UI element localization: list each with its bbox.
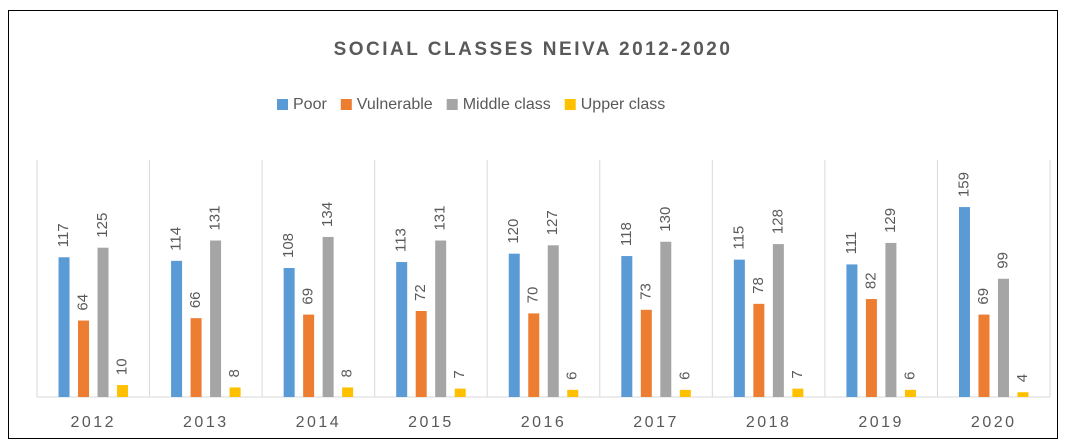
bar <box>865 299 877 397</box>
bar <box>1017 392 1029 397</box>
bar <box>997 278 1009 397</box>
data-label: 8 <box>339 369 356 377</box>
data-label: 120 <box>505 219 522 244</box>
data-label: 10 <box>113 358 130 375</box>
bar <box>978 314 990 397</box>
bar <box>640 309 652 397</box>
bar <box>679 389 691 397</box>
bar <box>528 313 540 397</box>
legend-swatch <box>446 99 458 110</box>
data-label: 72 <box>412 284 429 301</box>
data-label: 118 <box>618 222 635 246</box>
data-label: 6 <box>676 371 693 379</box>
bar <box>733 259 745 397</box>
bar <box>415 311 427 397</box>
data-label: 127 <box>544 210 561 235</box>
data-label: 117 <box>55 223 72 247</box>
bar <box>78 320 90 397</box>
bar <box>58 257 70 397</box>
legend-swatch <box>277 99 288 110</box>
data-label: 4 <box>1014 374 1031 382</box>
legend-swatch <box>564 99 576 110</box>
bar <box>660 241 672 397</box>
bar <box>229 387 241 397</box>
data-label: 69 <box>300 288 317 305</box>
x-tick-label: 2018 <box>746 414 792 431</box>
data-label: 115 <box>730 226 747 250</box>
bar <box>454 388 466 397</box>
bar <box>567 389 579 397</box>
data-label: 99 <box>994 252 1011 269</box>
bar <box>303 314 315 397</box>
bar <box>435 240 447 397</box>
bar <box>117 385 129 397</box>
x-tick-label: 2013 <box>183 414 229 431</box>
bar <box>171 260 183 397</box>
legend-swatch <box>340 99 352 110</box>
bar <box>342 387 354 397</box>
x-tick-label: 2014 <box>296 414 342 431</box>
x-tick-label: 2016 <box>521 414 567 431</box>
bar <box>97 247 109 397</box>
bar <box>547 245 559 397</box>
data-label: 6 <box>564 371 581 379</box>
data-label: 131 <box>207 205 224 230</box>
legend-label: Upper class <box>581 96 665 113</box>
data-label: 6 <box>901 371 918 379</box>
bar <box>621 256 633 397</box>
bar <box>396 262 408 397</box>
data-label: 73 <box>637 283 654 300</box>
bar <box>772 244 784 397</box>
data-label: 66 <box>187 291 204 308</box>
data-label: 111 <box>843 232 860 255</box>
chart-title: SOCIAL CLASSES NEIVA 2012-2020 <box>334 39 733 60</box>
data-label: 78 <box>750 277 767 294</box>
bar <box>322 236 334 397</box>
bar <box>846 264 858 397</box>
x-tick-label: 2019 <box>858 414 904 431</box>
legend-label: Vulnerable <box>357 96 433 113</box>
data-label: 159 <box>955 172 972 197</box>
bar <box>792 388 804 397</box>
bar <box>958 207 970 397</box>
data-label: 8 <box>226 369 243 377</box>
data-label: 70 <box>525 287 542 304</box>
bar <box>210 240 222 397</box>
data-label: 7 <box>451 370 468 378</box>
bar <box>283 268 295 397</box>
legend-label: Poor <box>293 96 327 113</box>
x-tick-label: 2017 <box>633 414 679 431</box>
data-label: 131 <box>432 205 449 230</box>
bar <box>190 318 202 397</box>
x-tick-label: 2012 <box>70 414 116 431</box>
data-label: 129 <box>882 208 899 233</box>
x-tick-label: 2020 <box>971 414 1017 431</box>
data-label: 130 <box>657 207 674 232</box>
data-label: 82 <box>862 272 879 289</box>
x-tick-label: 2015 <box>408 414 454 431</box>
data-label: 128 <box>769 209 786 234</box>
legend-label: Middle class <box>463 96 551 113</box>
bar <box>508 253 520 397</box>
data-label: 108 <box>280 233 297 258</box>
data-label: 113 <box>393 228 410 252</box>
data-label: 125 <box>94 213 111 238</box>
data-label: 114 <box>168 227 185 251</box>
bar <box>904 389 916 397</box>
data-label: 64 <box>74 294 91 311</box>
bar <box>885 242 897 397</box>
data-label: 7 <box>789 370 806 378</box>
bar <box>753 303 765 397</box>
data-label: 69 <box>975 288 992 305</box>
data-label: 134 <box>319 202 336 227</box>
